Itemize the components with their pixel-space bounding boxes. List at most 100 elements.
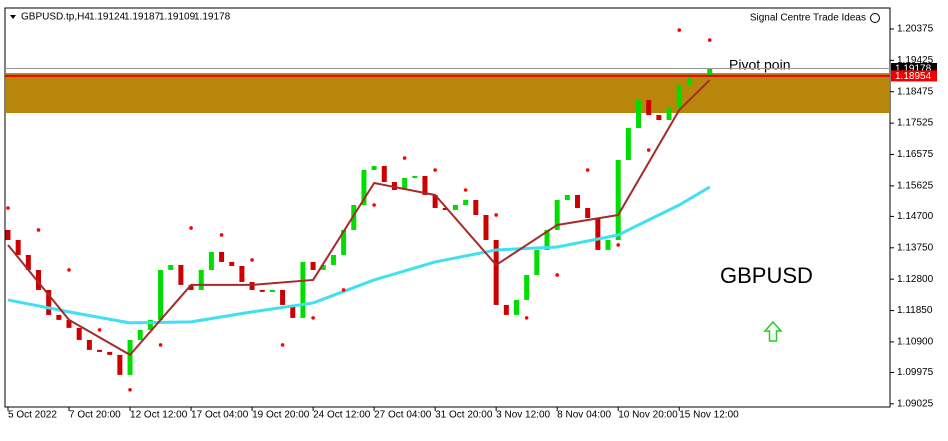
sar-dot	[311, 316, 315, 320]
sar-dot	[372, 203, 376, 207]
candle-body	[615, 160, 621, 240]
candle-body	[147, 319, 153, 330]
y-tick-label: 1.19425	[897, 55, 934, 66]
sar-dot	[36, 228, 41, 232]
candle-body	[514, 299, 519, 315]
sar-dot	[616, 243, 620, 247]
candle-body	[229, 261, 235, 266]
candle-body	[524, 274, 530, 300]
candle-body	[76, 327, 82, 340]
candle-body	[412, 175, 418, 179]
ohlc-open: 1.19124	[89, 12, 126, 23]
candle-body	[188, 284, 194, 290]
sar-dot	[555, 273, 559, 277]
symbol-label: GBPUSD	[720, 263, 813, 288]
plot-layer	[5, 28, 889, 392]
candle-body	[137, 329, 143, 340]
x-tick-label: 27 Oct 04:00	[374, 410, 432, 421]
pivot-label: Pivot poin	[729, 57, 790, 73]
candle-body	[676, 85, 682, 109]
candle-body	[46, 289, 52, 315]
sar-dot	[189, 226, 193, 230]
y-tick-label: 1.09975	[897, 367, 934, 378]
candle-body	[56, 314, 62, 320]
candle-body	[656, 115, 662, 121]
up-arrow	[763, 320, 783, 342]
y-tick-label: 1.17525	[897, 118, 934, 129]
y-tick-label: 1.12800	[897, 274, 934, 285]
x-tick-label: 17 Oct 04:00	[191, 410, 249, 421]
candle-body	[452, 204, 458, 210]
candle-body	[86, 339, 92, 350]
candle-body	[97, 349, 103, 352]
sar-dot	[97, 328, 102, 332]
y-tick-label: 1.09025	[897, 399, 934, 410]
candle-body	[107, 351, 113, 355]
candle-body	[310, 261, 316, 270]
candle-body	[442, 207, 448, 210]
candle-body	[666, 108, 672, 121]
x-tick-label: 10 Nov 20:00	[618, 410, 678, 421]
candle-body	[300, 261, 306, 318]
candle-body	[564, 194, 570, 201]
sar-dot	[341, 288, 346, 292]
candle-body	[15, 239, 21, 255]
candle-body	[320, 264, 326, 270]
candle-body	[66, 319, 72, 328]
sar-dot	[219, 233, 224, 237]
sar-dot	[707, 38, 712, 42]
sar-dot	[677, 28, 682, 32]
sar-dot	[128, 388, 132, 392]
x-tick-label: 7 Oct 20:00	[69, 410, 121, 421]
candle-body	[239, 265, 245, 282]
candle-body	[25, 254, 31, 270]
candle-body	[402, 178, 408, 190]
candle-body	[646, 100, 652, 116]
close-icon[interactable]	[870, 13, 880, 23]
y-tick-label: 1.16575	[897, 149, 934, 160]
x-tick-label: 24 Oct 12:00	[313, 410, 371, 421]
y-tick-label: 1.14700	[897, 211, 934, 222]
sar-dot	[494, 213, 498, 217]
y-tick-label: 1.18475	[897, 86, 934, 97]
candle-body	[361, 170, 367, 205]
candle-body	[330, 254, 336, 265]
candle-body	[5, 229, 11, 240]
candle-body	[158, 269, 164, 320]
candle-body	[595, 217, 601, 250]
x-tick-label: 12 Oct 12:00	[130, 410, 188, 421]
ohlc-high: 1.19187	[124, 12, 161, 23]
candle-body	[198, 269, 204, 290]
price-tag-label: 1.18954	[895, 71, 932, 82]
candle-body	[351, 204, 357, 230]
y-tick-label: 1.20375	[897, 24, 934, 35]
y-tick-label: 1.13750	[897, 242, 934, 253]
candle-body	[534, 249, 540, 275]
symbol: GBPUSD.tp,H4	[21, 12, 90, 23]
sar-dot	[402, 156, 407, 160]
sar-dot	[585, 168, 590, 172]
candle-body	[178, 264, 184, 285]
candle-body	[290, 304, 296, 318]
sar-dot	[463, 188, 468, 192]
candle-body	[575, 194, 581, 208]
sar-dot	[6, 206, 10, 210]
candle-body	[483, 214, 489, 240]
candle-body	[463, 200, 469, 205]
candle-body	[554, 200, 560, 230]
moving-average	[7, 185, 711, 325]
candle-body	[36, 269, 42, 290]
ohlc-close: 1.19178	[194, 12, 231, 23]
x-tick-label: 15 Nov 12:00	[679, 410, 739, 421]
candle-body	[341, 229, 347, 255]
sar-dot	[433, 168, 437, 172]
x-tick-label: 31 Oct 20:00	[435, 410, 493, 421]
candle-body	[585, 207, 591, 218]
candle-body	[503, 304, 509, 315]
candle-body	[208, 251, 214, 270]
sar-dot	[67, 268, 71, 272]
sar-dot	[250, 258, 254, 262]
candle-body	[381, 166, 387, 183]
candle-body	[219, 251, 225, 262]
